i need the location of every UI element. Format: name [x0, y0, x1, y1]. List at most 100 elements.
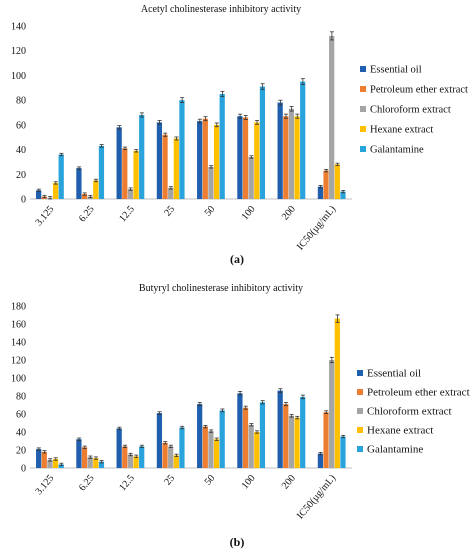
legend-label: Essential oil	[370, 65, 422, 76]
bar	[317, 186, 324, 199]
bar	[213, 439, 220, 468]
bar	[81, 447, 88, 468]
x-category-label: 25	[162, 473, 177, 488]
y-tick-label: 60	[16, 120, 26, 131]
bar	[36, 190, 42, 199]
bar	[323, 412, 329, 468]
bar	[334, 164, 340, 199]
bar	[237, 393, 243, 468]
chart-panel-a: Acetyl cholinesterase inhibitory activit…	[11, 4, 468, 266]
bar	[277, 390, 283, 468]
x-category-label: 50	[203, 204, 218, 219]
bar	[179, 100, 185, 199]
bar	[36, 449, 42, 468]
bar	[259, 402, 266, 468]
bar	[168, 187, 174, 199]
y-tick-label: 180	[11, 302, 26, 313]
x-category-label: 100	[240, 204, 258, 223]
bar	[98, 145, 105, 199]
bar	[127, 454, 134, 468]
legend-label: Hexane extract	[367, 425, 433, 437]
y-tick-label: 100	[11, 374, 26, 385]
bar	[277, 102, 283, 199]
x-category-label: 3.125	[34, 473, 57, 497]
y-tick-label: 80	[16, 96, 26, 107]
y-tick-label: 140	[11, 338, 26, 349]
bar	[156, 413, 163, 468]
bar	[179, 427, 185, 468]
bar	[76, 168, 82, 199]
y-tick-label: 20	[16, 170, 26, 181]
y-tick-label: 0	[21, 464, 26, 475]
bar	[329, 35, 335, 199]
bar	[254, 122, 260, 199]
y-tick-label: 40	[16, 428, 26, 439]
bar	[288, 415, 295, 468]
legend-swatch	[357, 389, 363, 395]
bar	[81, 194, 88, 199]
bar	[162, 442, 168, 468]
y-tick-label: 120	[11, 356, 26, 367]
x-category-label: 200	[280, 204, 298, 223]
bar	[283, 116, 289, 199]
bar	[202, 426, 208, 468]
bar	[208, 166, 214, 199]
x-category-label: 6.25	[77, 473, 97, 493]
legend-swatch	[360, 106, 366, 112]
bar	[248, 424, 254, 468]
y-tick-label: 20	[16, 446, 26, 457]
x-category-label: 200	[280, 473, 298, 492]
x-category-label: 3.125	[34, 204, 57, 228]
bar	[173, 138, 179, 199]
bar	[139, 114, 145, 199]
legend-swatch	[357, 370, 363, 376]
y-tick-label: 100	[11, 71, 26, 82]
bar	[197, 121, 203, 199]
bar	[340, 191, 346, 199]
y-tick-label: 140	[11, 22, 26, 33]
bar	[98, 461, 105, 468]
bar	[329, 360, 335, 468]
bar	[93, 458, 99, 468]
bar	[340, 436, 346, 468]
bar	[242, 117, 249, 199]
bar	[93, 180, 99, 199]
bar	[156, 122, 163, 199]
bar	[116, 127, 122, 199]
legend-label: Hexane extract	[370, 125, 433, 136]
x-category-label: 50	[203, 473, 218, 488]
bar	[52, 459, 59, 468]
legend-label: Petroleum ether extract	[370, 85, 468, 96]
legend-label: Chloroform extract	[367, 406, 452, 418]
legend-swatch	[360, 126, 366, 132]
bar	[202, 118, 208, 199]
bar	[242, 407, 249, 468]
y-tick-label: 40	[16, 145, 26, 156]
bar	[294, 116, 300, 199]
y-tick-label: 120	[11, 46, 26, 57]
bar	[133, 456, 139, 468]
x-category-label: 100	[240, 473, 258, 492]
bar	[259, 86, 266, 199]
bar	[334, 318, 340, 468]
bar	[219, 93, 225, 199]
legend-label: Galantamine	[367, 444, 423, 456]
bar	[254, 432, 260, 468]
bar	[58, 464, 64, 468]
legend-swatch	[360, 146, 366, 152]
panel-caption: (b)	[230, 535, 245, 549]
bar	[294, 417, 300, 468]
legend-swatch	[360, 66, 366, 72]
bar	[213, 124, 220, 199]
x-category-label: IC50(µg/mL)	[295, 473, 338, 522]
chart-title: Butyryl cholinesterase inhibitory activi…	[139, 283, 303, 294]
chart-title: Acetyl cholinesterase inhibitory activit…	[141, 4, 301, 15]
bar	[116, 428, 122, 468]
x-category-label: 12.5	[117, 473, 137, 493]
legend-swatch	[357, 446, 363, 452]
bar	[208, 431, 214, 468]
bar	[197, 404, 203, 468]
bar	[139, 446, 145, 468]
